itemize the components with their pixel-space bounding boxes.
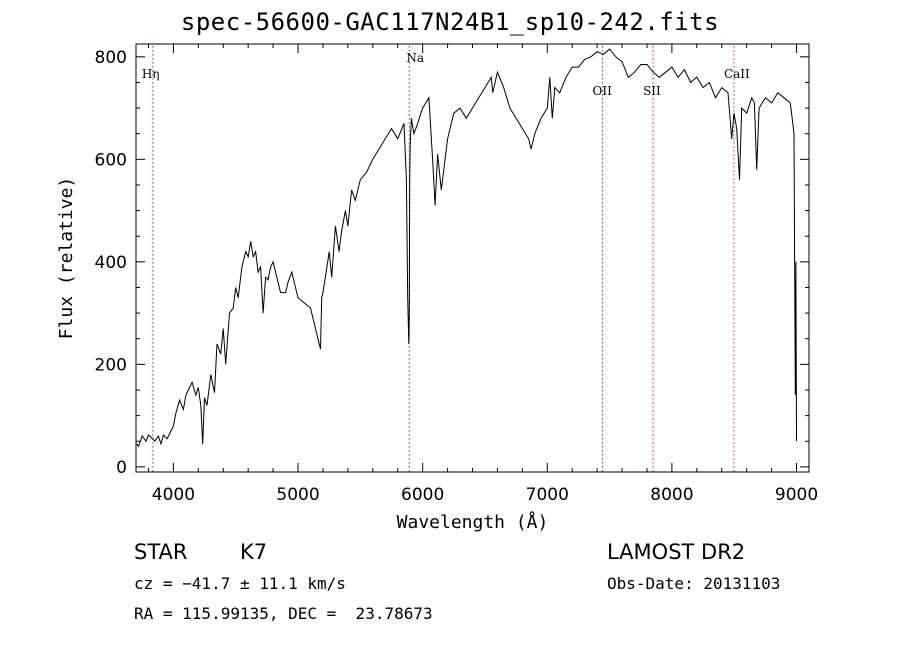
y-axis-label: Flux (relative) bbox=[56, 177, 77, 340]
x-tick-label: 4000 bbox=[152, 485, 195, 505]
y-tick-label: 800 bbox=[95, 48, 127, 68]
x-tick-label: 8000 bbox=[650, 485, 693, 505]
line-marker-label: OII bbox=[592, 84, 612, 98]
y-tick-label: 400 bbox=[95, 253, 127, 273]
x-axis-label: Wavelength (Å) bbox=[397, 511, 549, 533]
x-tick-label: 6000 bbox=[401, 485, 444, 505]
redshift-text: cz = −41.7 ± 11.1 km/s bbox=[134, 574, 346, 593]
object-class: STAR bbox=[134, 540, 188, 564]
observation-date: Obs-Date: 20131103 bbox=[607, 574, 781, 593]
chart-title: spec-56600-GAC117N24B1_sp10-242.fits bbox=[180, 8, 720, 36]
y-tick-label: 600 bbox=[95, 150, 127, 170]
line-marker-label: Na bbox=[406, 51, 424, 65]
spectrum-line bbox=[136, 48, 797, 448]
survey-label: LAMOST DR2 bbox=[607, 540, 746, 564]
x-tick-label: 9000 bbox=[775, 485, 818, 505]
line-marker-label: CaII bbox=[724, 67, 750, 81]
y-tick-label: 200 bbox=[95, 355, 127, 375]
x-tick-label: 5000 bbox=[276, 485, 319, 505]
x-tick-label: 7000 bbox=[526, 485, 569, 505]
object-subclass: K7 bbox=[240, 540, 268, 564]
y-tick-label: 0 bbox=[116, 458, 127, 478]
line-marker-label: Hη bbox=[142, 67, 160, 81]
line-marker-label: SII bbox=[643, 84, 661, 98]
coordinates-text: RA = 115.99135, DEC = 23.78673 bbox=[134, 604, 433, 623]
